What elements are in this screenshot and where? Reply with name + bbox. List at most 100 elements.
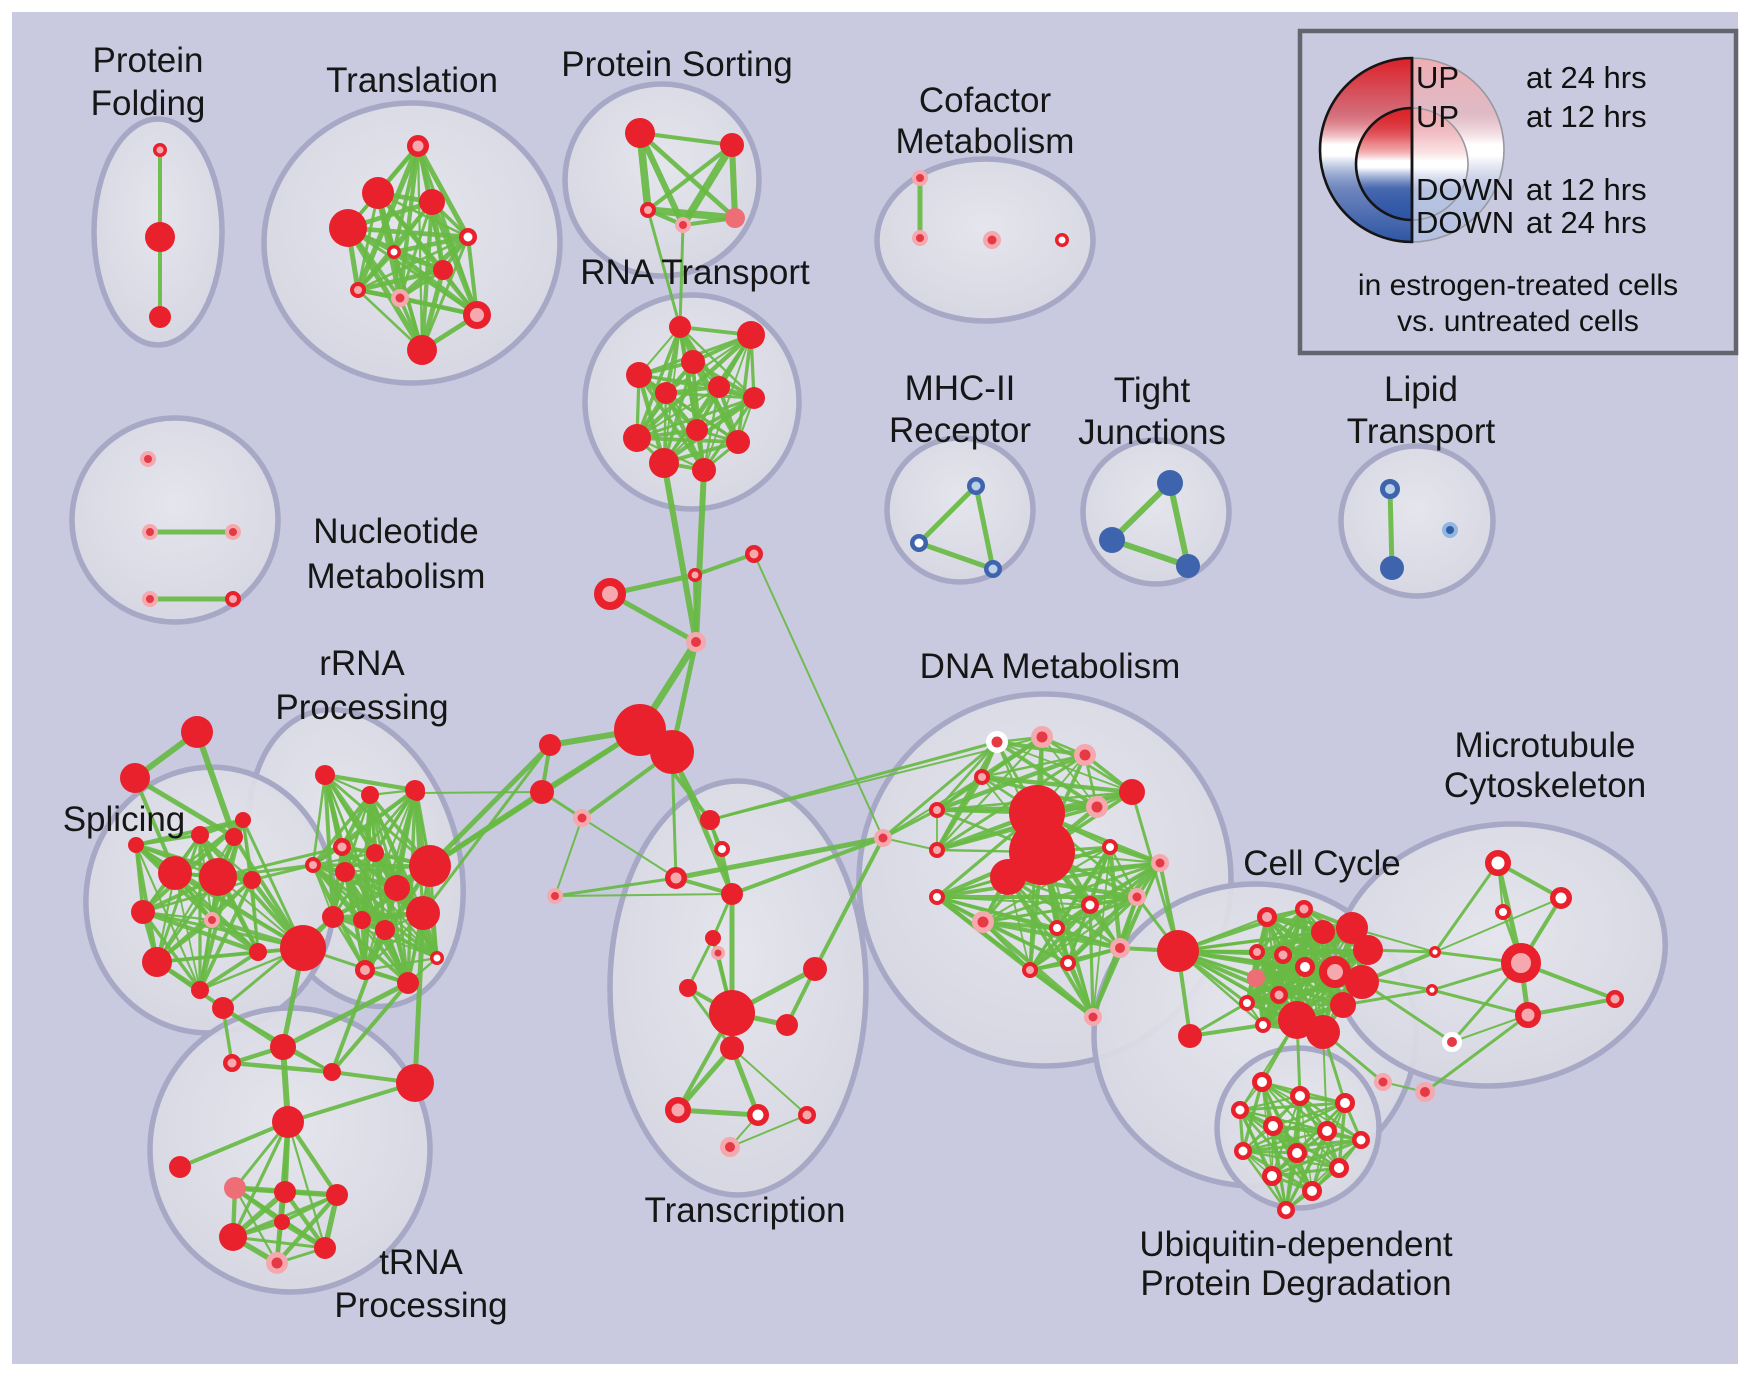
cluster-label-lipid-transport: Lipid (1384, 370, 1458, 409)
edge (368, 793, 439, 960)
node-tr6 (387, 245, 401, 259)
node-ub10 (1329, 1158, 1349, 1178)
node-cc20 (1442, 1032, 1462, 1052)
node-cc17 (1330, 992, 1356, 1018)
node-sp5 (280, 925, 326, 971)
node-dm14 (929, 889, 945, 905)
node-tc6 (705, 930, 721, 946)
node-tr9 (391, 289, 409, 307)
node-tn4 (323, 1063, 341, 1081)
edge (1270, 1166, 1341, 1178)
edge (693, 552, 756, 577)
cluster-label-rrna-processing: rRNA (319, 644, 405, 683)
node-c1 (688, 568, 702, 582)
node-ub8 (1234, 1142, 1252, 1160)
edge (198, 878, 254, 992)
node-ps5 (725, 208, 745, 228)
edge (1091, 946, 1122, 1019)
node-ub6 (1317, 1121, 1337, 1141)
edge (311, 851, 377, 867)
node-cf1 (912, 170, 928, 186)
node-dm17 (1081, 896, 1099, 914)
node-ub12 (1302, 1181, 1322, 1201)
node-rr16 (397, 972, 419, 994)
node-tc13 (665, 1097, 691, 1123)
node-rt8 (686, 419, 708, 441)
node-mtc2 (1425, 984, 1438, 997)
node-dm9 (1009, 819, 1075, 885)
edge (637, 130, 738, 221)
edge (194, 729, 237, 840)
edge (644, 206, 739, 222)
edge (980, 753, 1087, 779)
edge (274, 1192, 340, 1266)
node-rr1 (315, 765, 335, 785)
edge (132, 775, 237, 840)
node-tn3 (223, 1054, 241, 1072)
node-nm1 (140, 451, 156, 467)
cluster-label-protein-folding: Folding (91, 84, 206, 123)
node-lp2 (1380, 556, 1404, 580)
edge (635, 385, 721, 440)
edge (210, 918, 260, 954)
node-ub1 (1252, 1072, 1272, 1092)
node-cc13 (1239, 995, 1255, 1011)
edge (675, 1107, 761, 1118)
node-mtc1 (1428, 946, 1441, 959)
edge (1341, 988, 1434, 1007)
node-cc14 (1255, 1017, 1271, 1033)
edge (935, 775, 984, 852)
edge (330, 981, 410, 1074)
node-rt9 (623, 424, 651, 452)
node-dm20 (1060, 955, 1076, 971)
node-cc11 (1247, 969, 1265, 987)
edge (1066, 895, 1139, 965)
edge (1270, 1138, 1363, 1178)
edge (935, 735, 1044, 852)
node-tn6 (272, 1106, 304, 1138)
node-sp8 (128, 837, 144, 853)
edge (702, 396, 756, 472)
node-tr7 (433, 260, 453, 280)
edge (1430, 988, 1530, 1017)
edge (210, 878, 254, 922)
cluster-label-transcription: Transcription (645, 1191, 846, 1230)
edge (979, 774, 1135, 795)
edge (693, 573, 698, 644)
node-pf2 (145, 222, 175, 252)
node-dm18 (1128, 888, 1146, 906)
node-tc2 (714, 841, 730, 857)
edge (197, 832, 261, 955)
node-tn13 (266, 1252, 288, 1274)
edge (882, 837, 938, 851)
node-rr7 (335, 862, 355, 882)
node-tn2 (270, 1034, 296, 1060)
edge (646, 208, 682, 329)
cluster-label-lipid-transport: Transport (1347, 412, 1496, 451)
node-pf3 (149, 306, 171, 328)
node-dm19 (1110, 938, 1130, 958)
edge (178, 1120, 290, 1169)
edge (427, 742, 553, 869)
edge (1028, 895, 1139, 972)
edge (934, 752, 1088, 813)
edge (231, 1120, 290, 1239)
node-cc10 (1345, 965, 1379, 999)
node-tn5 (396, 1064, 434, 1102)
node-cc19 (1415, 1082, 1435, 1102)
node-tc11 (803, 957, 827, 981)
node-rr9 (384, 875, 410, 901)
edge (708, 740, 999, 822)
node-ps3 (640, 202, 656, 218)
edge (635, 436, 740, 444)
node-dm13 (929, 842, 945, 858)
node-sp12 (243, 871, 261, 889)
node-tc9 (709, 990, 755, 1036)
node-rt2 (737, 321, 765, 349)
node-x3 (225, 828, 243, 846)
node-mt6 (1515, 1002, 1541, 1028)
node-sp3 (131, 900, 155, 924)
cluster-label-microtubule-cytoskeleton: Cytoskeleton (1444, 766, 1646, 805)
node-h2 (650, 730, 694, 774)
node-dm21 (1022, 962, 1038, 978)
